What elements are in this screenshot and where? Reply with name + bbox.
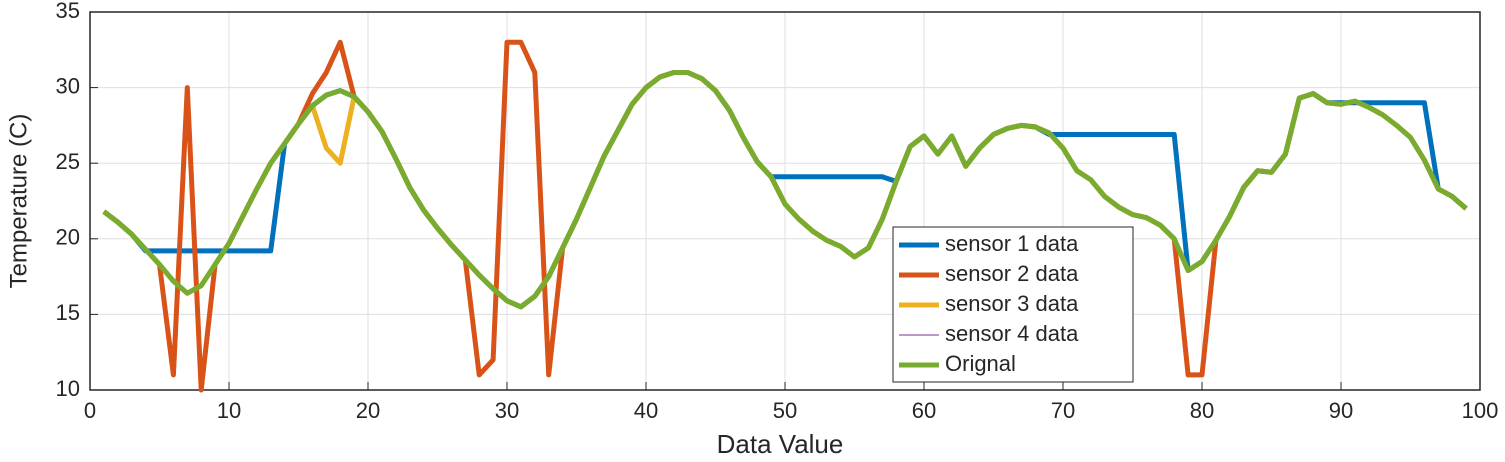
x-axis-label: Data Value xyxy=(717,429,844,459)
x-tick-label: 10 xyxy=(217,398,241,423)
y-tick-label: 35 xyxy=(56,0,80,23)
plot-frame xyxy=(89,11,1481,391)
x-tick-label: 70 xyxy=(1051,398,1075,423)
y-tick-label: 15 xyxy=(56,300,80,325)
x-tick-label: 90 xyxy=(1329,398,1353,423)
series-line xyxy=(102,69,1468,310)
x-tick-label: 0 xyxy=(84,398,96,423)
x-tick-label: 60 xyxy=(912,398,936,423)
x-tick-label: 40 xyxy=(634,398,658,423)
legend-label: Orignal xyxy=(945,351,1016,376)
x-tick-label: 30 xyxy=(495,398,519,423)
x-tick-label: 100 xyxy=(1462,398,1499,423)
legend-label: sensor 3 data xyxy=(945,291,1079,316)
y-axis-label: Temperature (C) xyxy=(5,114,32,289)
y-tick-label: 20 xyxy=(56,225,80,250)
legend-label: sensor 1 data xyxy=(945,231,1079,256)
y-tick-label: 10 xyxy=(56,376,80,401)
legend-label: sensor 4 data xyxy=(945,321,1079,346)
x-tick-label: 50 xyxy=(773,398,797,423)
x-tick-label: 80 xyxy=(1190,398,1214,423)
y-tick-label: 30 xyxy=(56,73,80,98)
legend-label: sensor 2 data xyxy=(945,261,1079,286)
x-tick-label: 20 xyxy=(356,398,380,423)
y-tick-label: 25 xyxy=(56,149,80,174)
